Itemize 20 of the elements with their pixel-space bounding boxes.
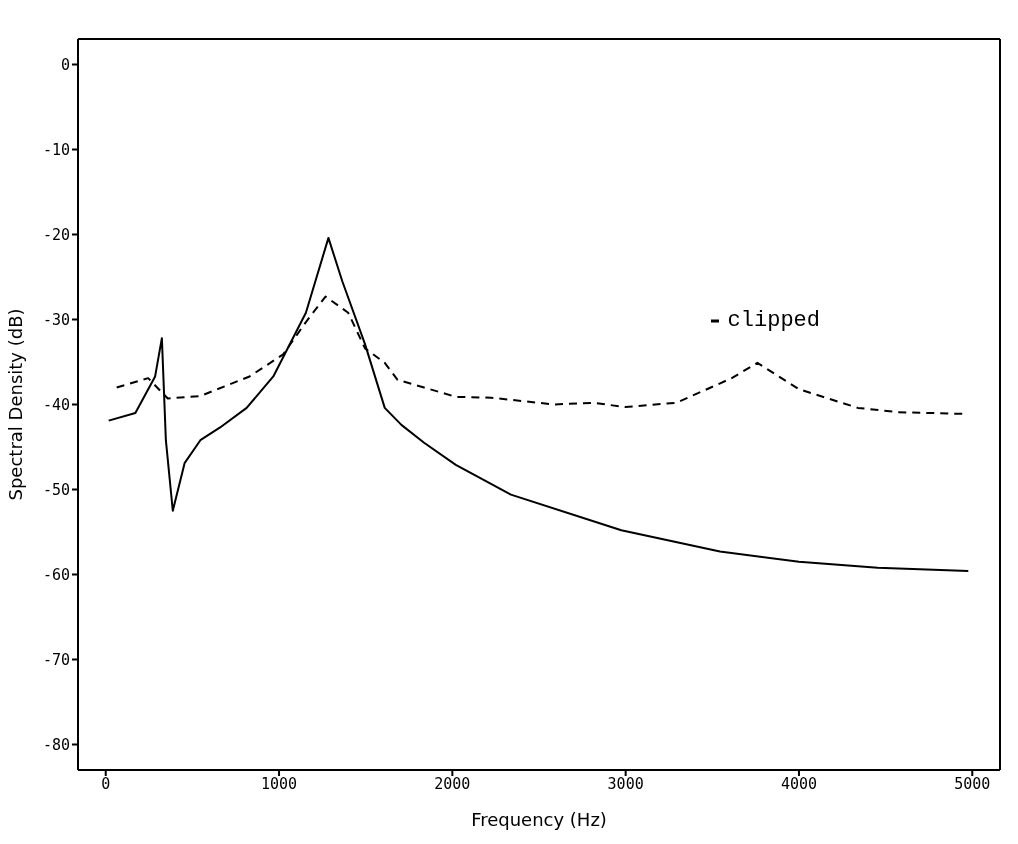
x-tick-label: 2000 [434,774,471,793]
legend-label: clipped [727,308,820,333]
y-tick-label: -20 [42,225,70,244]
x-tick-label: 4000 [780,774,818,793]
x-tick-label: 5000 [954,774,991,793]
line-series [107,236,970,573]
x-tick-label: 1000 [260,774,298,793]
y-tick-label: -10 [42,140,70,159]
line-series [115,295,964,415]
x-tick-label: 3000 [607,774,644,793]
y-tick-label: -30 [42,310,70,329]
y-tick-label: -70 [42,650,70,669]
y-axis-title: Spectral Density (dB) [5,308,27,501]
x-tick-label: 0 [101,774,111,793]
y-tick-label: -80 [42,735,70,754]
y-tick-label: -60 [42,565,70,584]
y-tick-label: -40 [42,395,70,414]
y-tick-label: 0 [60,55,70,74]
y-tick-label: -50 [42,480,70,499]
x-axis-title: Frequency (Hz) [471,809,607,830]
